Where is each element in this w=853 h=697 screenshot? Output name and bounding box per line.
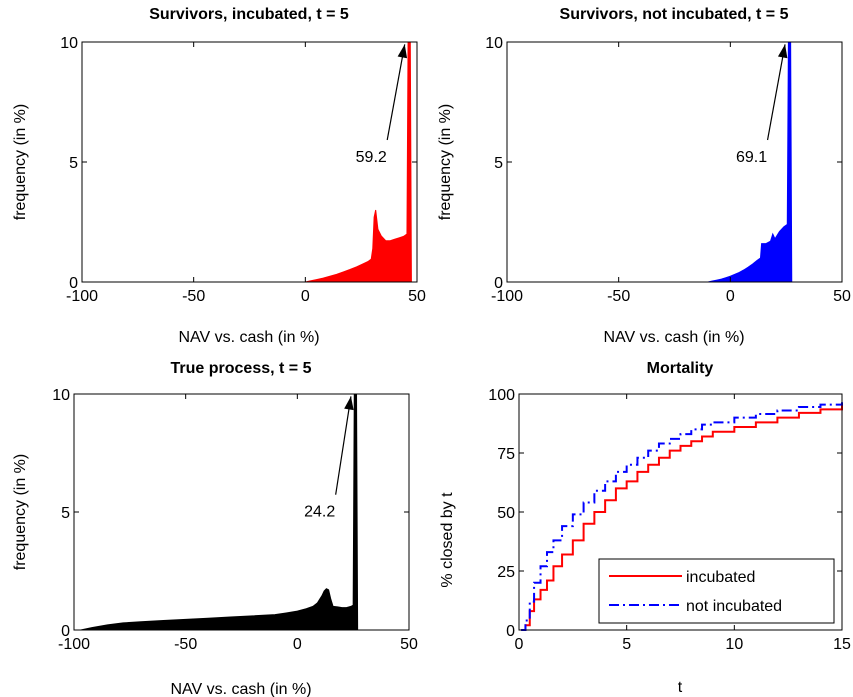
- panel-3-title: True process, t = 5: [171, 360, 312, 377]
- y-tick-label: 10: [60, 35, 78, 52]
- panel-3-plot-area: 24.2: [80, 393, 359, 631]
- legend-label-incubated: incubated: [686, 569, 755, 586]
- x-tick-label: -100: [66, 288, 98, 305]
- panel-true-process: True process, t = 5 24.2 -100 -50 0 500510 …: [12, 360, 418, 697]
- panel-1-title: Survivors, incubated, t = 5: [149, 6, 349, 23]
- panel-4-plot-area: [521, 402, 843, 631]
- annotation-arrow-head: [777, 44, 788, 59]
- series-line-incubated: [521, 404, 843, 631]
- legend: incubated not incubated: [598, 558, 835, 624]
- panel-2-ylabel: frequency (in %): [437, 104, 454, 221]
- histogram-area: [305, 41, 412, 283]
- panel-2-plot-area: 69.1: [707, 41, 793, 283]
- panel-mortality: Mortality 0 5 10 15 0 25 50 75 100 t % closed by…: [439, 360, 851, 696]
- x-tick-label: -100: [58, 636, 90, 653]
- annotation-arrow-line: [766, 44, 786, 141]
- annotation-arrow-line: [386, 44, 406, 141]
- y-tick-label: 75: [497, 446, 515, 463]
- y-tick-label: 50: [497, 505, 515, 522]
- x-tick-label: 50: [408, 288, 426, 305]
- y-tick-label: 10: [52, 387, 70, 404]
- x-tick-label: -100: [491, 288, 523, 305]
- annotation-label: 59.2: [356, 149, 387, 166]
- annotation-arrow-head: [344, 396, 354, 411]
- legend-box: [598, 558, 835, 624]
- panel-4-axes: 0 5 10 15 0 25 50 75 100: [488, 387, 851, 653]
- x-tick-label: 0: [515, 636, 524, 653]
- axes-frame: [73, 393, 410, 631]
- x-tick-label: 10: [725, 636, 743, 653]
- panel-2-axes: -100 -50 0 50 0 5 10: [485, 35, 851, 305]
- y-tick-label: 0: [506, 623, 515, 640]
- y-tick-label: 5: [494, 155, 503, 172]
- y-tick-label: 5: [61, 505, 70, 522]
- x-tick-label: 50: [833, 288, 851, 305]
- panel-1-axes: -100 -50 0 50 0 5 10: [60, 35, 426, 305]
- panel-1-plot-area: 59.2: [305, 41, 412, 283]
- annotation-arrow-line: [335, 396, 352, 495]
- y-tick-label: 100: [488, 387, 515, 404]
- panel-3-ylabel: frequency (in %): [12, 454, 29, 571]
- panel-4-ylabel: % closed by t: [439, 492, 456, 588]
- panel-3-xlabel: NAV vs. cash (in %): [170, 681, 311, 697]
- x-tick-label: 15: [833, 636, 851, 653]
- x-tick-label: -50: [174, 636, 197, 653]
- panel-survivors-not-incubated: Survivors, not incubated, t = 5 69.1 -10…: [437, 6, 851, 346]
- panel-2-xlabel: NAV vs. cash (in %): [603, 329, 744, 346]
- y-tick-label: 5: [69, 155, 78, 172]
- y-tick-label: 10: [485, 35, 503, 52]
- y-tick-label: 0: [494, 275, 503, 292]
- panel-3-axes: -100 -50 0 50 0 5 10: [52, 387, 418, 653]
- x-tick-label: 0: [293, 636, 302, 653]
- annotation-label: 24.2: [304, 504, 335, 521]
- x-tick-label: -50: [182, 288, 205, 305]
- panel-1-xlabel: NAV vs. cash (in %): [178, 329, 319, 346]
- y-tick-label: 0: [69, 275, 78, 292]
- legend-label-not-incubated: not incubated: [686, 598, 782, 615]
- panel-2-title: Survivors, not incubated, t = 5: [560, 6, 789, 23]
- annotation-label: 69.1: [736, 149, 767, 166]
- x-tick-label: 0: [301, 288, 310, 305]
- x-tick-label: 50: [400, 636, 418, 653]
- annotation-arrow-head: [397, 44, 408, 59]
- series-line-not-incubated: [521, 402, 843, 631]
- panel-survivors-incubated: Survivors, incubated, t = 5 59.2 -100 -50…: [12, 6, 426, 346]
- x-tick-label: 0: [726, 288, 735, 305]
- histogram-area: [707, 41, 793, 283]
- y-tick-label: 0: [61, 623, 70, 640]
- x-tick-label: 5: [622, 636, 631, 653]
- panel-4-title: Mortality: [647, 360, 714, 377]
- x-tick-label: -50: [607, 288, 630, 305]
- panel-4-xlabel: t: [678, 679, 683, 696]
- panel-1-ylabel: frequency (in %): [12, 104, 29, 221]
- histogram-area: [80, 393, 359, 631]
- y-tick-label: 25: [497, 564, 515, 581]
